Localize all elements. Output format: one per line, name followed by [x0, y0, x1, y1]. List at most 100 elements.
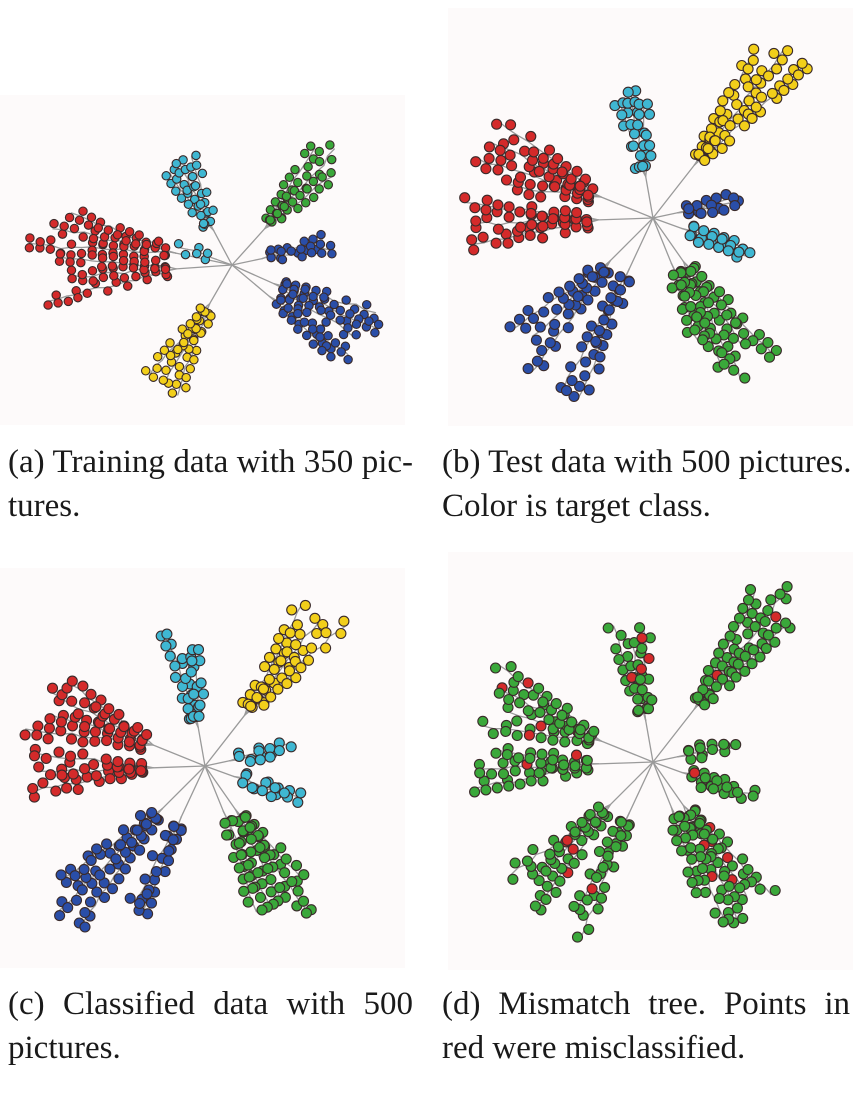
tree-node: [491, 782, 503, 794]
tree-node: [717, 95, 729, 107]
tree-node: [632, 119, 644, 131]
caption-d-line1: (d) Mismatch tree. Points in: [442, 986, 850, 1022]
tree-node: [729, 78, 741, 91]
tree-node: [252, 867, 264, 879]
tree-node: [601, 836, 613, 848]
tree-node: [500, 174, 513, 186]
tree-edge: [231, 264, 271, 298]
tree-node: [671, 835, 683, 847]
tree-node: [759, 615, 771, 628]
tree-edge: [204, 765, 225, 813]
tree-node: [87, 250, 97, 260]
tree-node: [501, 749, 513, 761]
tree-node: [513, 313, 526, 325]
tree-node: [540, 865, 552, 877]
tree-node: [721, 309, 733, 321]
tree-node: [85, 854, 97, 866]
tree-node: [571, 207, 583, 219]
tree-node: [325, 240, 336, 251]
tree-node: [325, 140, 335, 150]
tree-node: [191, 345, 202, 356]
tree-node: [559, 736, 571, 748]
tree-edge: [177, 385, 182, 396]
tree-node: [598, 314, 610, 326]
tree-node: [256, 904, 268, 916]
tree-node: [43, 722, 55, 734]
tree-node: [698, 828, 710, 840]
tree-node: [286, 246, 296, 256]
tree-node: [293, 324, 303, 334]
tree-node: [596, 276, 608, 288]
tree-node: [104, 863, 116, 875]
tree-node: [586, 271, 598, 283]
tree-node: [713, 286, 726, 298]
tree-node: [195, 677, 207, 689]
tree-node: [707, 206, 719, 219]
tree-node: [695, 782, 707, 794]
tree-node: [254, 754, 266, 766]
tree-node: [70, 894, 83, 906]
tree-node: [298, 293, 308, 304]
tree-node: [592, 903, 604, 915]
tree-node: [159, 345, 170, 356]
tree-node: [694, 817, 706, 829]
caption-a: (a) Training data with 350 pic- tures.: [8, 440, 413, 528]
tree-node: [610, 841, 622, 853]
tree-node: [164, 650, 176, 662]
tree-node: [134, 897, 146, 910]
tree-node: [717, 638, 729, 650]
tree-node: [171, 158, 182, 169]
tree-node: [537, 696, 549, 708]
tree-node: [536, 210, 548, 222]
tree-node: [731, 786, 744, 798]
tree-node: [263, 651, 276, 663]
tree-node: [615, 629, 627, 641]
tree-node: [238, 885, 250, 897]
tree-node: [113, 708, 125, 720]
tree-node: [370, 327, 380, 338]
tree-node: [188, 688, 200, 700]
tree-node: [297, 895, 310, 907]
tree-node: [716, 233, 728, 245]
tree-node: [593, 363, 605, 375]
tree-node: [165, 350, 176, 361]
tree-node: [173, 344, 183, 355]
tree-node: [722, 245, 734, 257]
tree-node: [42, 733, 54, 745]
tree-node: [259, 852, 271, 864]
tree-node: [161, 628, 173, 640]
tree-node: [520, 322, 532, 334]
tree-node: [504, 321, 516, 333]
tree-node: [335, 627, 347, 640]
caption-a-line1: (a) Training data with 350 pic-: [8, 444, 413, 480]
tree-node: [710, 681, 722, 693]
tree-node: [295, 662, 307, 674]
tree-node: [274, 882, 286, 894]
tree-node: [690, 887, 702, 899]
tree-node: [171, 379, 182, 390]
tree-node: [65, 733, 78, 745]
tree-node: [640, 129, 652, 141]
tree-nodes: [24, 140, 384, 398]
tree-node: [590, 335, 602, 348]
tree-node: [128, 263, 139, 273]
tree-node: [150, 866, 162, 878]
tree-node: [314, 146, 325, 157]
tree-node: [561, 834, 573, 846]
tree-node: [707, 693, 719, 705]
tree-node: [554, 875, 566, 887]
tree-node: [145, 897, 158, 909]
tree-node: [306, 248, 317, 258]
tree-node: [134, 844, 146, 856]
tree-node: [683, 745, 695, 757]
tree-node: [279, 201, 290, 212]
tree-node: [533, 875, 545, 887]
tree-node: [477, 715, 489, 727]
tree-node: [742, 594, 755, 606]
tree-node: [537, 152, 549, 164]
tree-edge: [231, 257, 263, 266]
tree-node: [88, 233, 99, 244]
panel-c: [0, 568, 405, 968]
tree-node: [633, 108, 645, 121]
tree-node: [171, 186, 181, 196]
